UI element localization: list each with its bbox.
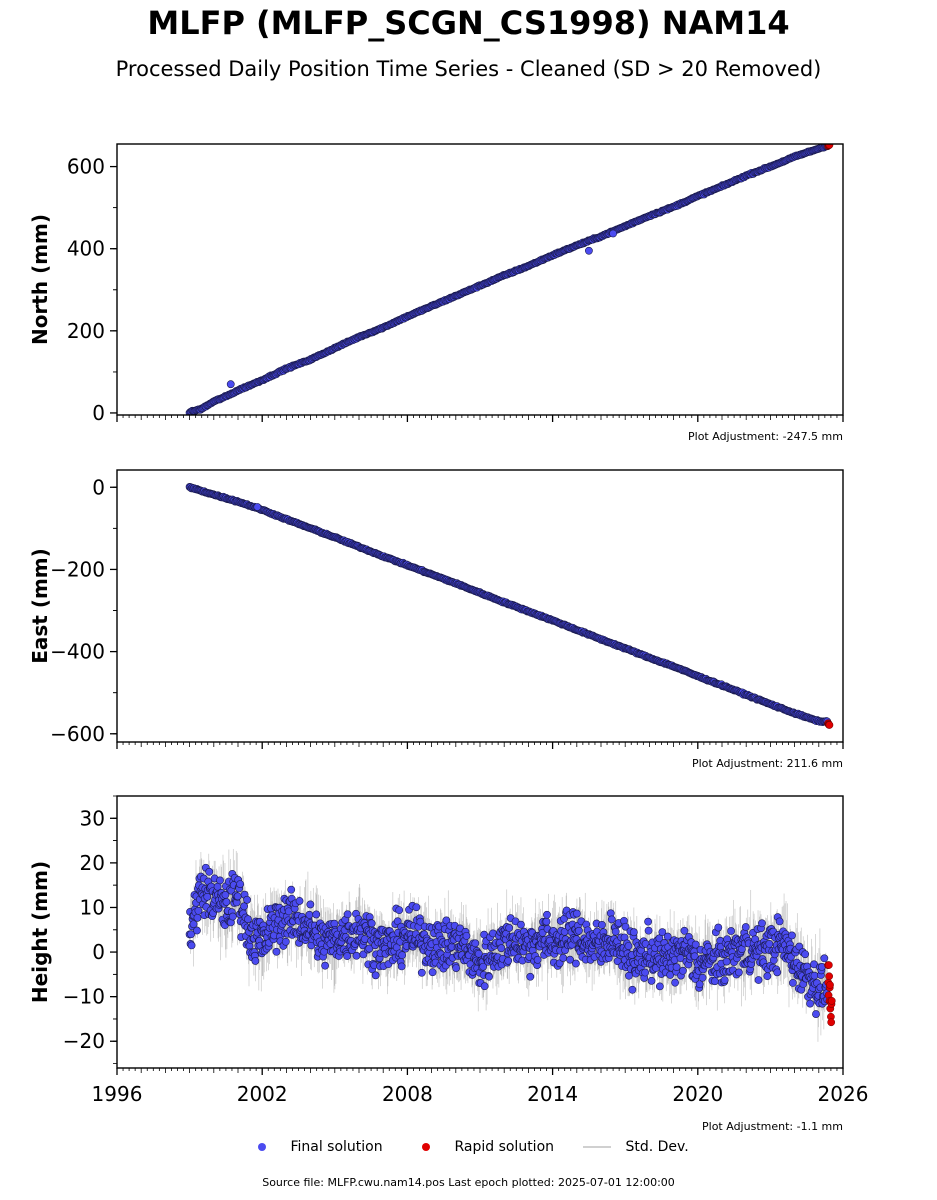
data-point: [205, 867, 214, 876]
y-tick-label: 400: [67, 237, 105, 261]
plot-area: [185, 483, 834, 729]
data-point: [194, 906, 203, 915]
data-point: [360, 935, 369, 943]
y-tick-label: −600: [50, 722, 105, 746]
data-point: [442, 916, 451, 925]
data-point: [187, 930, 195, 939]
data-point: [240, 902, 248, 911]
data-point: [312, 910, 321, 919]
axes-frame: [116, 469, 844, 743]
data-point: [365, 944, 374, 953]
y-tick-label: 200: [67, 319, 105, 343]
data-point: [321, 961, 329, 970]
data-point: [359, 950, 368, 959]
data-point: [222, 898, 231, 906]
outlier-point: [609, 229, 617, 238]
outlier-point: [253, 503, 262, 511]
outlier-point: [585, 246, 593, 255]
rapid-point: [825, 144, 834, 149]
plot-area: [185, 144, 834, 415]
y-axis-label: North (mm): [28, 214, 52, 345]
y-tick-label: 600: [67, 155, 105, 179]
data-point: [471, 939, 480, 948]
chart-title: MLFP (MLFP_SCGN_CS1998) NAM14: [147, 4, 790, 42]
data-point: [251, 957, 260, 965]
data-point: [367, 919, 376, 928]
data-point: [281, 937, 290, 946]
data-point: [397, 962, 406, 971]
panel-1: 0 200 400 600 North (mm) Plot Adjustment: -24…: [28, 143, 844, 443]
outlier-point: [226, 380, 235, 389]
plot-area: [185, 848, 836, 1042]
y-tick-label: −200: [50, 557, 105, 581]
data-point: [330, 919, 339, 928]
data-point: [371, 971, 380, 980]
data-point: [233, 892, 242, 901]
data-point: [193, 926, 201, 935]
data-point: [395, 906, 404, 915]
data-point: [352, 951, 361, 960]
data-point: [287, 885, 296, 894]
y-tick-label: 0: [92, 475, 105, 499]
data-point: [243, 895, 251, 904]
data-point: [416, 917, 425, 926]
plot-adjustment-label: Plot Adjustment: 211.6 mm: [692, 757, 843, 770]
data-point: [272, 947, 281, 956]
data-point: [305, 910, 314, 919]
data-point: [306, 900, 315, 909]
rapid-point: [825, 721, 834, 729]
plot-adjustment-label: Plot Adjustment: -247.5 mm: [688, 430, 843, 443]
data-point: [452, 964, 461, 972]
data-point: [295, 897, 304, 905]
y-tick-label: 0: [92, 401, 105, 425]
data-point: [187, 941, 196, 950]
data-point: [428, 968, 437, 977]
y-tick-label: −400: [50, 640, 105, 664]
data-point: [216, 876, 224, 885]
chart-subtitle: Processed Daily Position Time Series - C…: [115, 57, 822, 81]
data-point: [462, 931, 471, 940]
data-point: [412, 903, 421, 912]
data-point: [203, 892, 212, 901]
data-point: [236, 880, 245, 888]
data-point: [398, 951, 407, 960]
data-point: [343, 952, 352, 960]
data-point: [417, 968, 426, 977]
data-point: [343, 910, 352, 919]
panel-2: 0 −200 −400 −600 East (mm) Plot Adjustment: 2…: [28, 469, 844, 770]
data-point: [193, 913, 202, 922]
data-point: [189, 920, 198, 929]
data-point: [228, 912, 237, 921]
y-axis-label: East (mm): [28, 548, 52, 664]
data-point: [244, 915, 252, 924]
